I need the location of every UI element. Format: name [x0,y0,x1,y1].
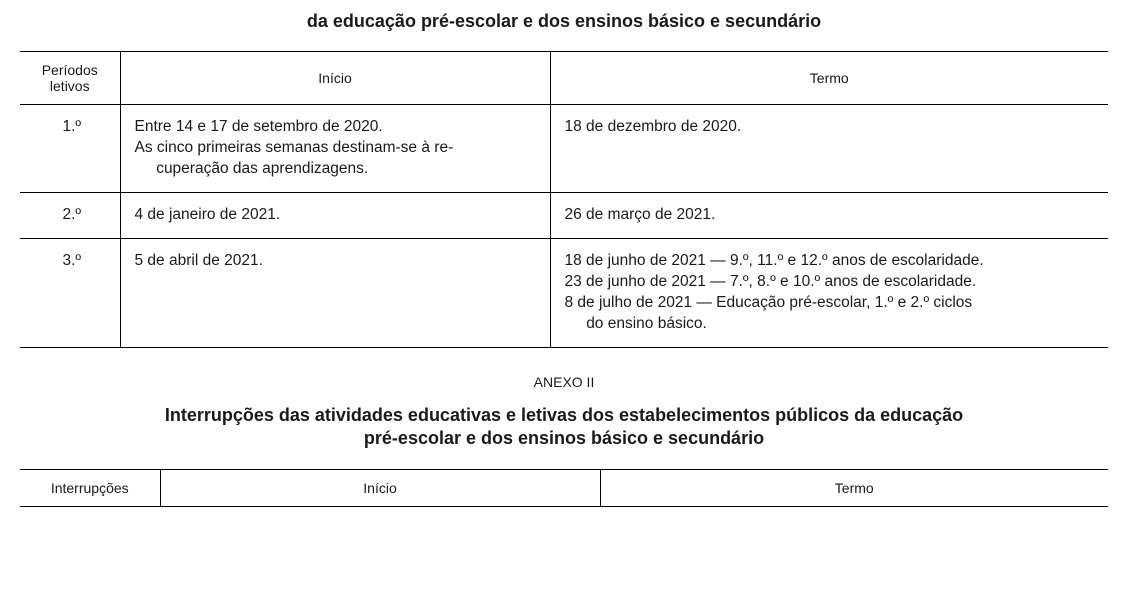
cell-period-2: 2.º [20,193,120,239]
col-header-termo-2: Termo [600,469,1108,506]
cell-termo-2: 26 de março de 2021. [550,193,1108,239]
cell-termo-3-l4: do ensino básico. [565,314,1099,335]
cell-termo-3: 18 de junho de 2021 — 9.º, 11.º e 12.º a… [550,239,1108,348]
col-header-periodos-l1: Períodos [42,62,98,78]
cell-inicio-1-l1: Entre 14 e 17 de setembro de 2020. [135,117,540,138]
cell-termo-1: 18 de dezembro de 2020. [550,105,1108,193]
title-2-l1: Interrupções das atividades educativas e… [165,405,963,425]
cell-period-3: 3.º [20,239,120,348]
cell-inicio-2: 4 de janeiro de 2021. [120,193,550,239]
anexo-ii-label: ANEXO II [20,374,1108,390]
cell-inicio-1-l2: As cinco primeiras semanas destinam-se à… [135,138,540,159]
cell-termo-3-l1: 18 de junho de 2021 — 9.º, 11.º e 12.º a… [565,251,1099,272]
table-row: 3.º 5 de abril de 2021. 18 de junho de 2… [20,239,1108,348]
table-row: 1.º Entre 14 e 17 de setembro de 2020. A… [20,105,1108,193]
col-header-interrupcoes: Interrupções [20,469,160,506]
cell-inicio-3: 5 de abril de 2021. [120,239,550,348]
col-header-periodos-l2: letivos [50,78,90,94]
col-header-periodos: Períodos letivos [20,52,120,105]
col-header-termo: Termo [550,52,1108,105]
table-row: 2.º 4 de janeiro de 2021. 26 de março de… [20,193,1108,239]
cell-period-1: 1.º [20,105,120,193]
table-periodos: Períodos letivos Início Termo 1.º Entre … [20,51,1108,347]
col-header-inicio: Início [120,52,550,105]
title-line-1: da educação pré-escolar e dos ensinos bá… [20,10,1108,33]
table-interrupcoes: Interrupções Início Termo [20,469,1108,507]
cell-termo-3-l3: 8 de julho de 2021 — Educação pré-escola… [565,293,1099,314]
title-2-l2: pré-escolar e dos ensinos básico e secun… [364,428,764,448]
cell-inicio-1: Entre 14 e 17 de setembro de 2020. As ci… [120,105,550,193]
cell-termo-3-l2: 23 de junho de 2021 — 7.º, 8.º e 10.º an… [565,272,1099,293]
title-2: Interrupções das atividades educativas e… [20,404,1108,451]
col-header-inicio-2: Início [160,469,600,506]
table-header-row: Períodos letivos Início Termo [20,52,1108,105]
table2-header-row: Interrupções Início Termo [20,469,1108,506]
cell-inicio-1-l3: cuperação das aprendizagens. [135,159,540,180]
